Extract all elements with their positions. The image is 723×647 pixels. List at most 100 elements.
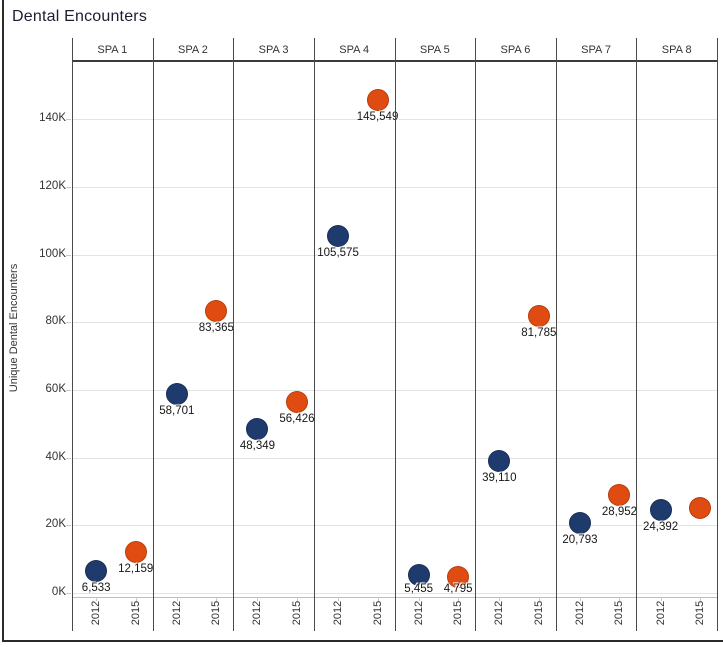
data-label: 145,549 [356,111,399,124]
panel-divider-8 [717,38,718,631]
x-tick-mark [538,597,540,601]
y-axis-title: Unique Dental Encounters [8,263,20,393]
y-tick-label: 0K [51,586,66,598]
y-tick-label: 60K [45,382,66,395]
x-tick-year-label: 2015 [613,600,626,626]
x-tick-year-label: 2015 [371,600,384,626]
x-tick-year-label: 2015 [290,600,303,626]
facet-header-6: SPA 6 [500,43,531,56]
y-tick-label: 40K [45,450,66,463]
facet-header-4: SPA 4 [339,43,370,56]
data-label: 5,455 [404,583,434,595]
x-tick-mark [176,597,178,601]
y-tick-mark [66,593,71,594]
x-tick-mark [338,597,340,601]
x-tick-mark [257,597,259,601]
chart-title: Dental Encounters [12,8,148,25]
data-label: 58,701 [159,405,195,418]
y-tick-mark [66,119,71,121]
panel-divider-6 [556,38,557,631]
x-tick-year-label: 2012 [251,600,264,626]
x-tick-mark [135,597,137,601]
x-tick-year-label: 2012 [332,600,345,626]
data-label: 20,793 [562,533,598,546]
y-tick-label: 100K [39,247,66,260]
outer-border-left [2,0,4,642]
data-point-spa5-2015[interactable] [447,565,470,588]
data-label: 56,426 [279,412,315,425]
data-point-spa4-2012[interactable] [327,224,350,247]
x-tick-year-label: 2012 [170,600,183,626]
facet-header-1: SPA 1 [97,43,128,56]
data-point-spa4-2015[interactable] [366,89,389,112]
gridline-60K [72,389,717,391]
data-point-spa8-2012[interactable] [649,499,672,522]
x-tick-mark [96,597,98,601]
panel-divider-1 [153,38,154,631]
facet-header-3: SPA 3 [258,43,289,56]
panel-divider-4 [395,38,396,631]
y-tick-mark [66,457,71,459]
data-label: 48,349 [239,440,276,453]
panel-divider-5 [475,38,476,631]
gridline-140K [72,119,717,121]
gridline-120K [72,186,717,188]
facet-header-7: SPA 7 [581,43,611,56]
gridline-80K [72,322,717,324]
data-label: 6,533 [81,581,111,594]
data-point-spa2-2012[interactable] [165,383,188,406]
facet-header-8: SPA 8 [661,43,692,56]
x-tick-mark [660,597,662,601]
data-point-spa3-2012[interactable] [246,418,269,441]
x-tick-year-label: 2012 [493,600,506,626]
data-point-spa5-2012[interactable] [407,563,430,586]
data-label: 39,110 [482,471,517,484]
data-point-spa8-2015[interactable] [689,497,712,520]
x-tick-year-label: 2015 [452,600,465,626]
panel-divider-7 [636,38,637,631]
y-tick-mark [66,186,71,188]
gridline-40K [72,457,717,459]
x-tick-year-label: 2015 [532,600,545,626]
x-tick-mark [296,597,298,601]
data-label: 12,159 [118,562,154,575]
x-tick-mark [458,597,460,601]
facet-header-2: SPA 2 [178,43,208,56]
x-tick-year-label: 2012 [573,600,586,626]
y-tick-label: 140K [39,112,66,125]
panel-divider-2 [233,38,234,631]
data-point-spa2-2015[interactable] [205,299,228,322]
data-label: 28,952 [601,505,638,518]
panel-divider-3 [314,38,315,631]
x-tick-mark [619,597,621,601]
x-tick-mark [377,597,379,601]
x-tick-year-label: 2012 [654,600,667,626]
data-point-spa3-2015[interactable] [285,390,308,413]
data-point-spa1-2012[interactable] [85,559,108,582]
x-tick-year-label: 2012 [90,600,103,626]
data-point-spa6-2015[interactable] [527,305,550,328]
y-tick-mark [66,525,71,527]
data-label: 24,392 [642,521,679,534]
x-tick-year-label: 2012 [412,600,425,626]
data-label: 4,795 [443,583,473,595]
x-tick-mark [216,597,218,601]
x-tick-mark [499,597,501,601]
data-label: 81,785 [521,327,557,340]
y-tick-mark [66,322,71,324]
x-tick-year-label: 2015 [210,600,223,626]
data-label: 83,365 [198,321,234,334]
x-tick-mark [700,597,702,601]
y-tick-label: 20K [45,518,66,531]
y-tick-label: 80K [45,315,66,328]
x-tick-year-label: 2015 [694,600,707,626]
data-point-spa6-2012[interactable] [488,449,511,472]
x-tick-mark [418,597,420,601]
data-point-spa1-2015[interactable] [124,540,147,563]
data-point-spa7-2015[interactable] [608,483,631,506]
data-point-spa7-2012[interactable] [568,511,591,534]
gridline-20K [72,525,717,527]
gridline-0K [72,593,717,594]
gridline-100K [72,254,717,256]
